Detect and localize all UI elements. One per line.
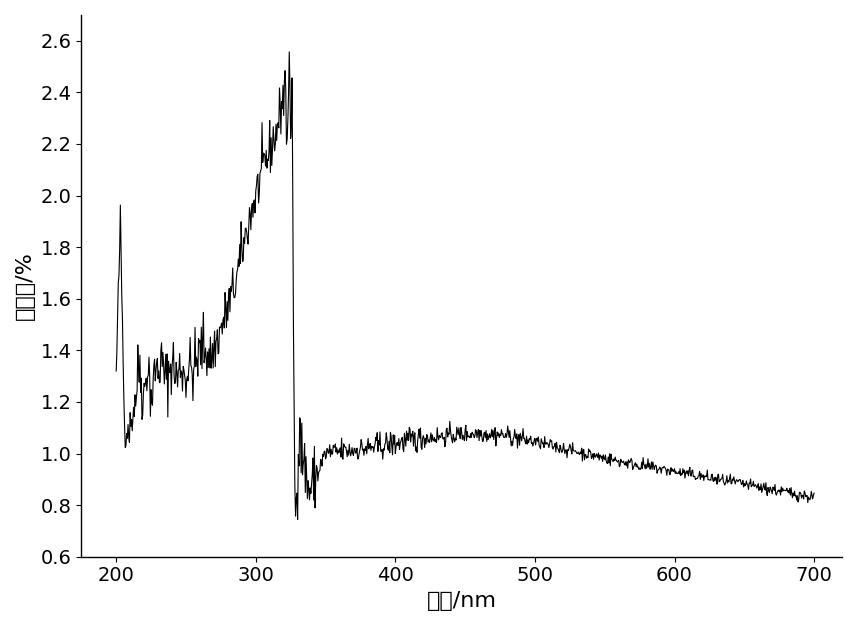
X-axis label: 波长/nm: 波长/nm	[427, 591, 497, 611]
Y-axis label: 反射率/%: 反射率/%	[15, 252, 35, 321]
